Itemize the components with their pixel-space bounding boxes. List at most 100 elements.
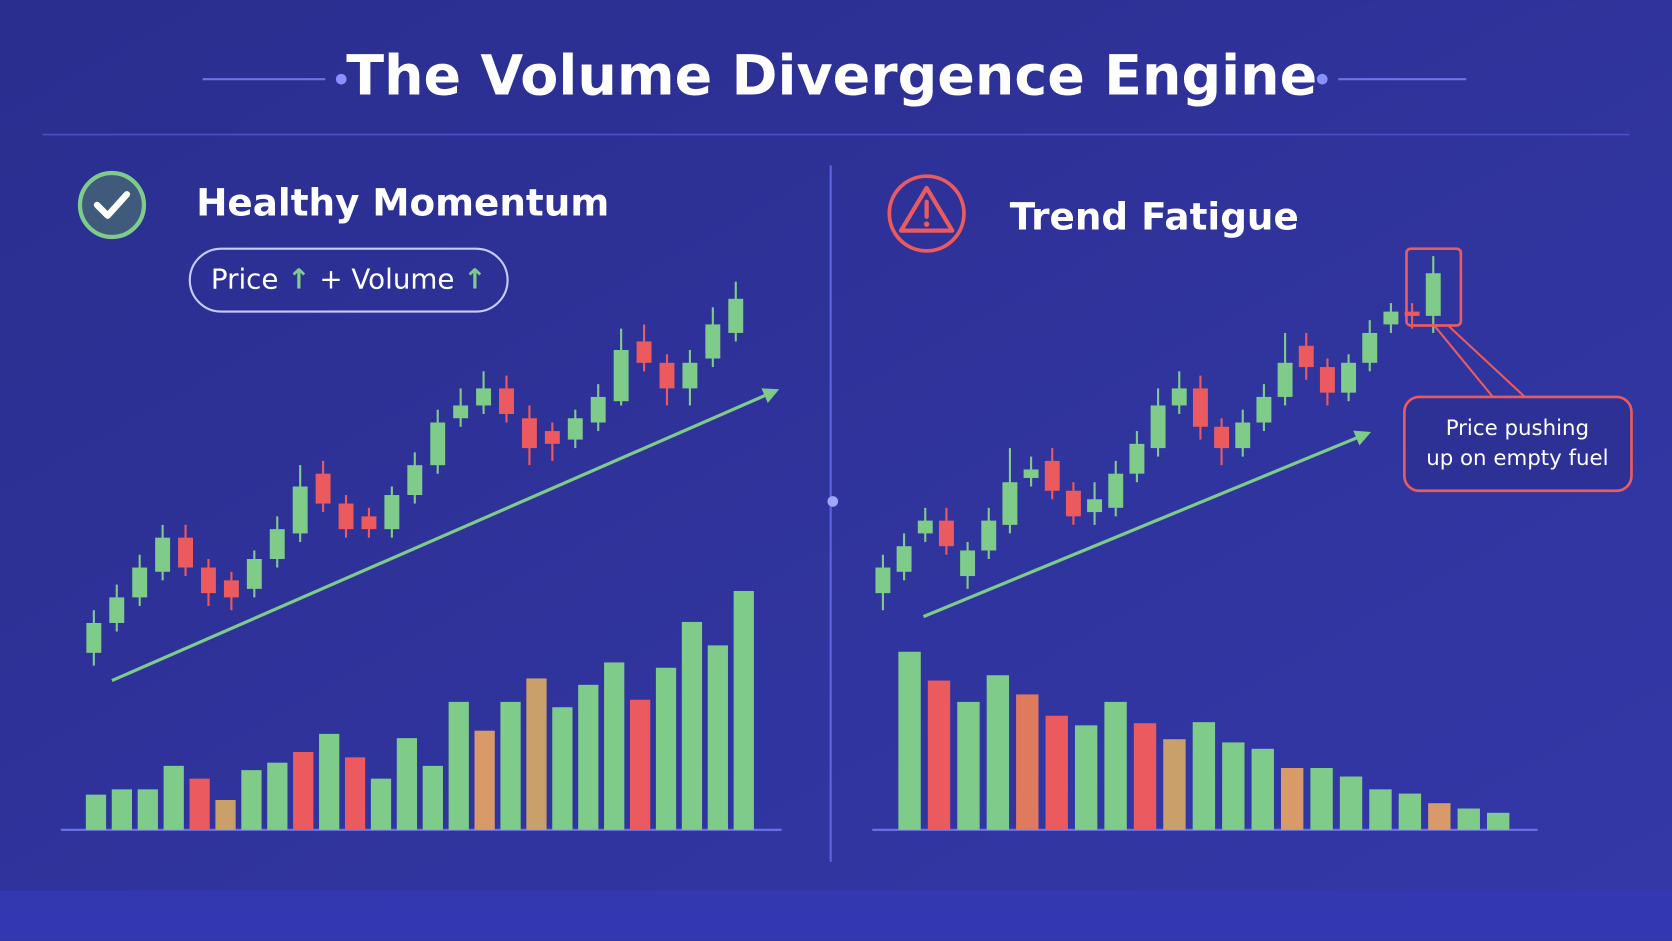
volume-bar	[1486, 812, 1510, 830]
title: The Volume Divergence Engine	[346, 44, 1317, 108]
volume-bar	[1222, 742, 1245, 830]
candle-body	[981, 520, 997, 551]
candle-body	[338, 503, 354, 530]
candle-body	[875, 567, 891, 594]
volume-bar	[927, 680, 951, 830]
volume-bar	[396, 738, 418, 830]
candle-body	[613, 350, 629, 402]
volume-bar	[215, 799, 236, 830]
volume-bar	[1074, 725, 1098, 830]
candle-body	[1002, 482, 1018, 525]
marks	[85, 256, 1510, 830]
candle-body	[430, 422, 446, 466]
volume-bar	[370, 778, 392, 830]
warning-triangle	[898, 185, 955, 233]
candle-body	[590, 396, 606, 423]
volume-bar	[319, 733, 340, 830]
candle-body	[1256, 396, 1272, 423]
candle-body	[521, 418, 537, 449]
check-icon	[77, 170, 147, 240]
candle-body	[705, 324, 721, 359]
volume-bar	[1251, 748, 1274, 830]
volume-bar	[629, 699, 651, 830]
candle-body	[223, 580, 239, 598]
candle-body	[938, 520, 954, 547]
warning-mark	[923, 221, 930, 227]
candle-body	[659, 362, 675, 389]
volume-bar	[137, 789, 158, 830]
candle-body	[1425, 273, 1441, 316]
candle-body	[361, 516, 377, 530]
candle-body	[269, 529, 285, 560]
candle-body	[1277, 362, 1293, 397]
badge-word: Price	[211, 263, 279, 296]
badge	[188, 247, 509, 313]
volume-bar	[1310, 768, 1333, 830]
candle-body	[155, 537, 171, 572]
candle-body	[1129, 443, 1145, 474]
candle-body	[682, 362, 698, 389]
badge-arrow: ↑	[287, 263, 310, 296]
candle-body	[407, 465, 423, 496]
volume-bar	[578, 684, 599, 830]
volume-bar	[526, 678, 547, 830]
volume-bar	[1104, 701, 1127, 830]
volume-bar	[1192, 722, 1216, 830]
trend-arrow	[922, 430, 1372, 619]
candle-body	[132, 567, 148, 598]
volume-bar	[111, 789, 133, 830]
title-dot	[1316, 73, 1328, 85]
volume-bar	[681, 621, 703, 830]
candle-body	[917, 520, 933, 534]
candle-body	[1023, 469, 1039, 478]
candle-body	[1383, 311, 1399, 325]
volume-bar	[422, 765, 443, 830]
candle-body	[384, 495, 400, 530]
callout-text: up on empty fuel	[1426, 446, 1608, 471]
volume-bar	[655, 667, 677, 830]
volume-bar	[1280, 768, 1304, 830]
candle-body	[896, 546, 912, 572]
candle-body	[109, 597, 125, 623]
trend-arrow	[111, 388, 780, 683]
highlight-box	[1405, 247, 1463, 327]
volume-bar	[552, 707, 573, 830]
volume-bar	[1428, 803, 1451, 830]
candle-body	[1087, 499, 1103, 513]
candle-body	[1362, 332, 1378, 363]
volume-bar	[604, 662, 625, 830]
volume-bar	[1398, 793, 1422, 830]
candle-body	[1341, 362, 1357, 393]
volume-bar	[1339, 776, 1363, 830]
callout-box	[1403, 395, 1633, 493]
volume-bar	[1457, 808, 1480, 830]
volume-bar	[293, 752, 314, 830]
volume-bar	[189, 778, 210, 830]
badge-text: Price ↑ + Volume ↑	[211, 263, 487, 296]
candle-body	[1044, 460, 1060, 491]
volume-bar	[241, 770, 262, 830]
candle-body	[476, 388, 492, 406]
candle-body	[636, 341, 652, 363]
candle-body	[292, 486, 308, 534]
volume-bar	[733, 590, 754, 830]
candle-body	[1150, 405, 1166, 449]
volume-bar	[344, 757, 366, 830]
candle-body	[1235, 422, 1251, 449]
candle-body	[315, 473, 331, 504]
candle-body	[1404, 311, 1420, 316]
volume-bar	[1163, 739, 1186, 830]
volume-bar	[1016, 694, 1039, 830]
title-dot	[335, 73, 347, 85]
volume-bar	[448, 701, 469, 830]
volume-bar	[1045, 715, 1068, 830]
volume-bar	[898, 651, 921, 830]
volume-bar	[1369, 789, 1392, 830]
volume-bar	[1133, 723, 1157, 830]
volume-bar	[707, 645, 728, 830]
volume-bar	[500, 701, 521, 830]
candle-body	[1171, 388, 1187, 406]
candle-body	[453, 405, 469, 419]
candle-body	[728, 298, 744, 333]
